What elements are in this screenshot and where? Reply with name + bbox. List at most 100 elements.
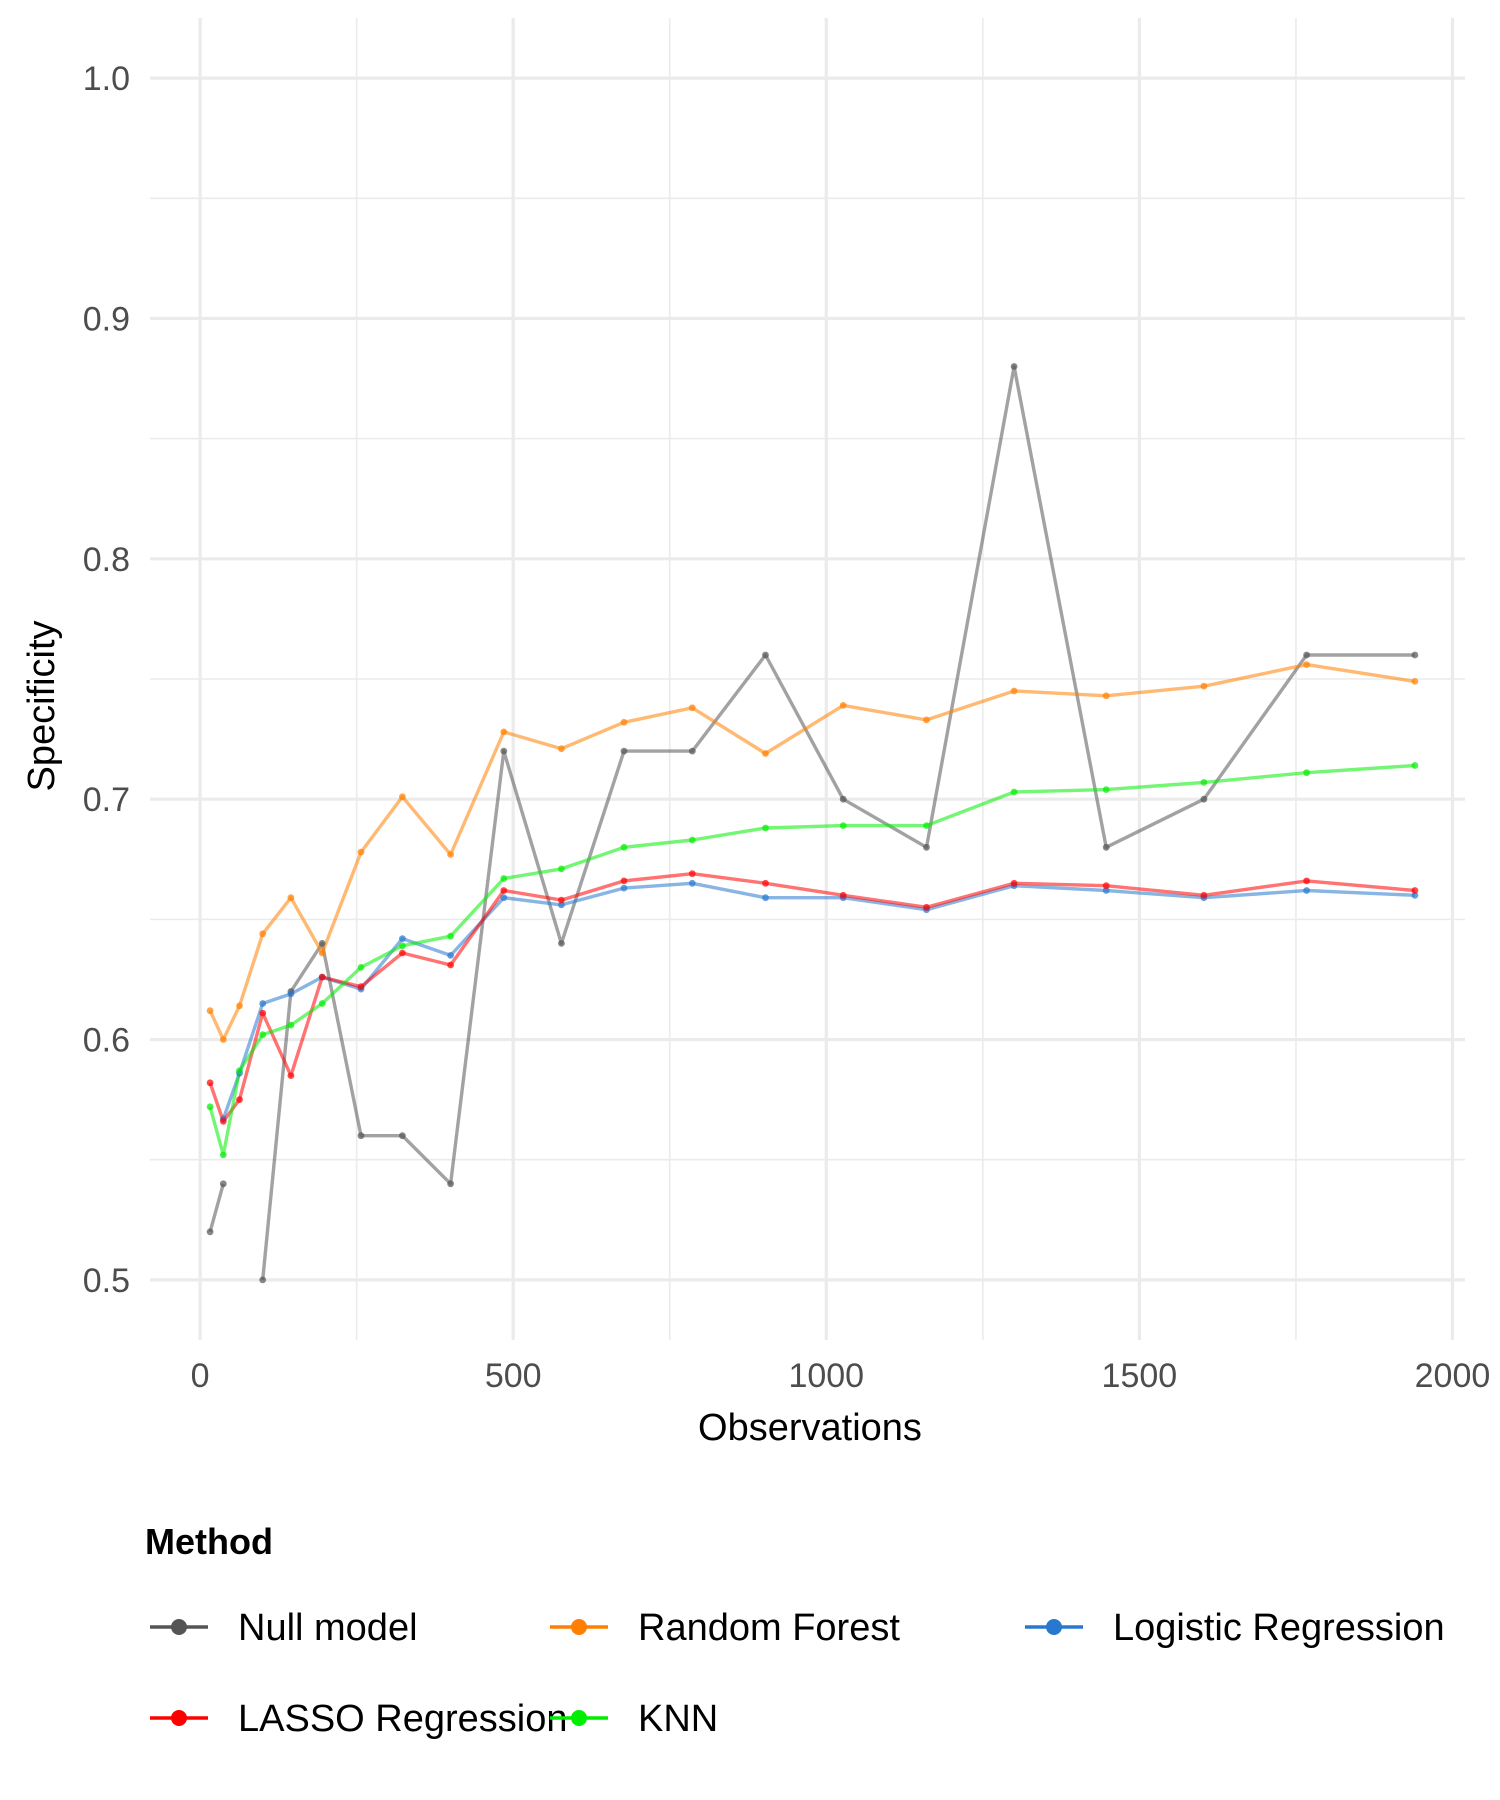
y-tick-label: 0.8 [83,541,130,579]
data-point-null-model [1200,795,1208,803]
y-tick-label: 0.6 [83,1022,130,1060]
data-point-lasso-regression [620,877,628,885]
data-point-logistic-regression [399,935,406,942]
data-point-random-forest [688,704,696,712]
data-point-knn [447,932,454,940]
data-point-lasso-regression [1010,879,1018,887]
data-point-logistic-regression [688,879,696,887]
data-point-null-model [1411,651,1419,659]
data-point-logistic-regression [447,952,454,959]
data-point-null-model [399,1132,406,1140]
data-point-logistic-regression [1102,887,1110,894]
data-point-random-forest [1102,692,1110,700]
data-point-lasso-regression [762,879,769,887]
data-point-random-forest [500,728,508,736]
data-point-logistic-regression [1303,887,1310,894]
data-point-knn [923,822,930,829]
series-line-null-model [261,364,1415,1281]
data-point-lasso-regression [318,973,326,981]
x-tick-label: 1000 [788,1357,864,1395]
data-point-random-forest [839,702,847,709]
legend-key-point [571,1619,587,1635]
data-point-lasso-regression [688,870,696,878]
data-point-random-forest [236,1002,243,1010]
data-point-null-model [839,795,847,803]
legend-label: KNN [638,1698,718,1740]
data-point-logistic-regression [558,901,565,909]
y-axis-tick-labels: 0.5 0.6 0.7 0.8 0.9 1.0 [83,60,130,1300]
data-point-null-model [558,940,565,947]
data-point-lasso-regression [500,887,508,894]
legend-key-point [571,1710,587,1726]
data-point-random-forest [923,716,930,724]
legend-item-logistic-regression: Logistic Regression [1025,1607,1445,1649]
legend-key-point [1046,1619,1062,1635]
data-point-logistic-regression [287,990,295,998]
x-axis-title: Observations [698,1407,922,1449]
x-axis-tick-labels: 0 500 1000 1500 2000 [191,1357,1491,1395]
data-point-random-forest [620,718,628,726]
data-point-knn [287,1021,295,1029]
data-point-lasso-regression [399,949,406,957]
legend-label: Null model [238,1607,418,1649]
data-point-knn [206,1103,214,1111]
data-point-lasso-regression [447,961,454,969]
data-point-random-forest [558,745,565,753]
data-point-knn [357,964,365,971]
data-point-knn [236,1067,243,1075]
data-point-logistic-regression [259,1000,267,1007]
x-tick-label: 1500 [1102,1357,1178,1395]
data-point-null-model [318,940,326,947]
data-point-knn [259,1031,267,1039]
data-point-null-model [447,1180,454,1188]
data-point-null-model [762,651,769,659]
data-point-lasso-regression [1303,877,1310,885]
data-point-lasso-regression [558,896,565,904]
data-point-knn [762,824,769,832]
series-line-logistic-regression [221,881,1415,1120]
data-point-lasso-regression [1102,882,1110,890]
data-point-knn [620,843,628,851]
data-point-random-forest [219,1036,227,1043]
data-point-random-forest [762,750,769,757]
legend-label: Random Forest [638,1607,900,1649]
x-tick-label: 2000 [1415,1357,1491,1395]
data-point-lasso-regression [1411,887,1419,894]
series-points [206,363,1419,1284]
data-point-lasso-regression [206,1079,214,1087]
data-point-lasso-regression [1200,891,1208,899]
data-point-lasso-regression [219,1117,227,1125]
data-point-random-forest [447,851,454,858]
data-point-lasso-regression [839,891,847,899]
series-line-null-model [208,1183,225,1233]
data-point-logistic-regression [762,894,769,902]
legend-key-point [171,1710,187,1726]
legend-item-lasso-regression: LASSO Regression [150,1698,568,1740]
legend-title: Method [145,1521,273,1562]
data-point-null-model [923,843,930,851]
data-point-null-model [620,747,628,755]
grid [150,18,1465,1340]
data-point-random-forest [1200,682,1208,690]
data-point-random-forest [1303,661,1310,668]
legend-items: Null model Random Forest Logistic Regressi… [150,1607,1445,1740]
legend: Method Null model Random Forest Logistic R… [145,1521,1445,1740]
data-point-null-model [1102,843,1110,851]
data-point-knn [839,822,847,829]
data-point-null-model [259,1276,267,1284]
data-point-lasso-regression [357,983,365,991]
data-point-random-forest [1411,678,1419,685]
data-point-random-forest [206,1007,214,1015]
data-point-knn [1102,786,1110,793]
data-point-null-model [1303,651,1310,659]
data-point-lasso-regression [287,1072,295,1079]
y-tick-label: 0.7 [83,781,130,819]
data-point-random-forest [399,793,406,801]
data-point-knn [318,1000,326,1007]
data-point-random-forest [318,949,326,957]
data-point-knn [1200,779,1208,786]
legend-key-point [171,1619,187,1635]
data-point-random-forest [259,930,267,938]
